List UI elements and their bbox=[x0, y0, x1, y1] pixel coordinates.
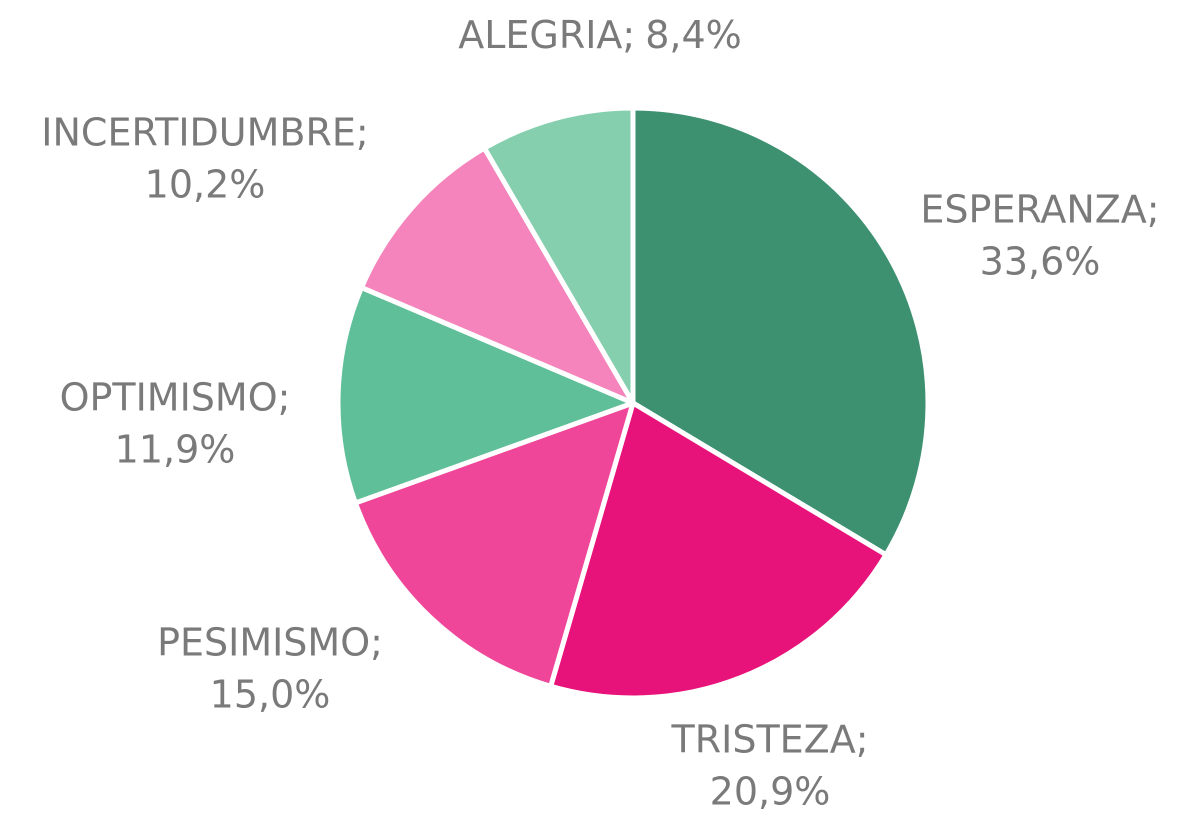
pie-slice bbox=[352, 400, 636, 689]
slice-category: OPTIMISMO; bbox=[60, 376, 291, 420]
slice-value-label: 15,0% bbox=[210, 673, 331, 717]
pie-slice bbox=[548, 400, 889, 701]
pie-slice bbox=[359, 145, 636, 406]
slice-value-label: 8,4% bbox=[645, 13, 742, 57]
slice-category: PESIMISMO; bbox=[157, 621, 383, 665]
pie-slice bbox=[335, 285, 636, 506]
pie-slice bbox=[630, 105, 931, 558]
slice-category: INCERTIDUMBRE; bbox=[41, 111, 368, 155]
slice-label: ALEGRIA; 8,4% bbox=[458, 13, 742, 57]
slice-value-label: 11,9% bbox=[115, 428, 236, 472]
slice-value-label: 33,6% bbox=[980, 240, 1101, 284]
slice-value-label: 20,9% bbox=[710, 770, 831, 814]
slice-value-label: 10,2% bbox=[145, 163, 266, 207]
pie-slice bbox=[481, 105, 636, 406]
slice-category: ESPERANZA; bbox=[920, 188, 1159, 232]
slice-category: ALEGRIA; bbox=[458, 13, 635, 57]
slice-category: TRISTEZA; bbox=[671, 718, 869, 762]
